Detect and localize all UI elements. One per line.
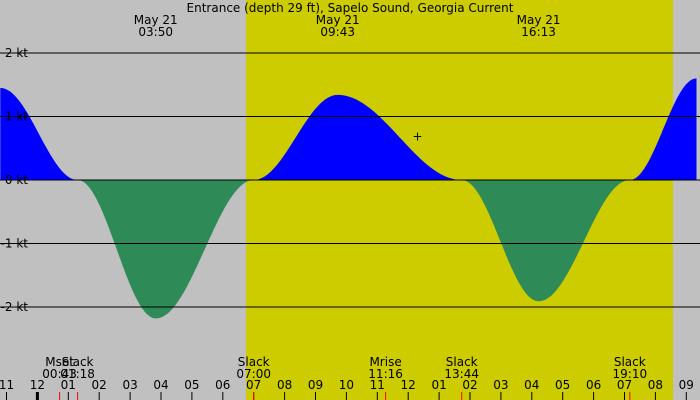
bottom-event-time: 07:00 (236, 367, 271, 381)
bottom-events: Mset00:43Slack01:18Slack07:00Mrise11:16S… (42, 355, 647, 381)
x-tick-label: 01 (61, 378, 76, 392)
bottom-event-time: 19:10 (613, 367, 648, 381)
bottom-event-label: Slack (238, 355, 270, 369)
x-tick-label: 04 (524, 378, 539, 392)
chart-title: Entrance (depth 29 ft), Sapelo Sound, Ge… (187, 1, 514, 15)
x-tick-label: 10 (339, 378, 354, 392)
top-event-time: 03:50 (138, 25, 173, 39)
flood-area (255, 94, 464, 180)
bottom-event-label: Slack (446, 355, 478, 369)
x-tick-label: 04 (153, 378, 168, 392)
bottom-event-time: 01:18 (60, 367, 95, 381)
gridlines (0, 52, 700, 308)
y-axis-labels: 2 kt 1 kt 0 kt -1 kt -2 kt (1, 46, 29, 314)
bottom-event-label: Slack (62, 355, 94, 369)
top-event-time: 16:13 (521, 25, 556, 39)
daylight-band (246, 0, 673, 400)
bottom-event-label: Mrise (369, 355, 401, 369)
x-tick-label: 02 (462, 378, 477, 392)
bottom-event-time: 11:16 (368, 367, 403, 381)
top-event-date: May 21 (316, 13, 360, 27)
flood-area (631, 78, 697, 180)
current-time-marker: + (412, 130, 422, 144)
x-tick-label: 08 (277, 378, 292, 392)
flood-area (0, 87, 80, 180)
bottom-event-label: Mset (45, 355, 74, 369)
x-tick-label: 05 (184, 378, 199, 392)
x-tick-label: 08 (648, 378, 663, 392)
x-tick-label: 11 (0, 378, 14, 392)
y-tick-label: 2 kt (5, 46, 28, 60)
bottom-event-time: 00:43 (42, 367, 77, 381)
x-tick-label: 02 (92, 378, 107, 392)
x-tick-label: 07 (617, 378, 632, 392)
x-tick-label: 03 (122, 378, 137, 392)
ebb-area (79, 180, 256, 319)
x-axis-ticks (6, 392, 687, 400)
top-event-time: 09:43 (320, 25, 355, 39)
x-tick-label: 09 (679, 378, 694, 392)
event-tick-black (35, 392, 39, 400)
top-event-date: May 21 (134, 13, 178, 27)
x-tick-label: 06 (586, 378, 601, 392)
x-tick-label: 01 (431, 378, 446, 392)
y-tick-label: -2 kt (1, 300, 29, 314)
x-tick-label: 09 (308, 378, 323, 392)
x-tick-label: 11 (370, 378, 385, 392)
x-tick-label: 03 (493, 378, 508, 392)
x-tick-label: 12 (401, 378, 416, 392)
y-tick-label: 1 kt (5, 110, 28, 124)
current-areas (0, 78, 697, 319)
top-event-date: May 21 (517, 13, 561, 27)
x-tick-label: 06 (215, 378, 230, 392)
x-tick-label: 05 (555, 378, 570, 392)
x-tick-label: 12 (30, 378, 45, 392)
bottom-event-label: Slack (614, 355, 646, 369)
bottom-event-time: 13:44 (444, 367, 479, 381)
y-tick-label: -1 kt (1, 237, 29, 251)
x-axis-labels: 11 12 01 02 03 04 05 06 07 08 09 10 11 12 01 02 03 04 05 06… (0, 378, 694, 392)
y-tick-label: 0 kt (5, 173, 28, 187)
ebb-area (463, 180, 632, 302)
x-tick-label: 07 (246, 378, 261, 392)
